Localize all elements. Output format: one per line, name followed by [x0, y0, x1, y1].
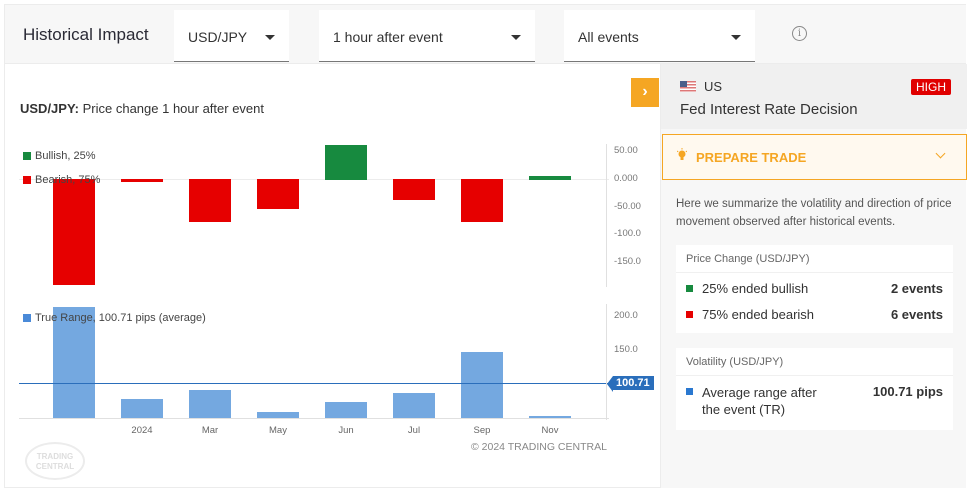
legend-bearish: Bearish, 75%	[23, 174, 100, 186]
range-bar[interactable]	[189, 390, 231, 418]
y-tick: -50.00	[614, 201, 641, 212]
lower-y-axis	[606, 304, 607, 420]
price-bar[interactable]	[121, 179, 163, 182]
card-title: Price Change (USD/JPY)	[676, 245, 953, 273]
price-bar[interactable]	[393, 179, 435, 200]
page-title: Historical Impact	[23, 25, 149, 44]
true-range-swatch	[686, 388, 693, 395]
chevron-down-icon	[935, 148, 946, 159]
event-header: US HIGH Fed Interest Rate Decision	[661, 64, 967, 129]
event-name: Fed Interest Rate Decision	[680, 101, 858, 118]
caret-down-icon	[265, 35, 275, 40]
range-bar[interactable]	[121, 399, 163, 418]
true-range-swatch	[23, 314, 31, 322]
price-change-card: Price Change (USD/JPY) 25% ended bullish…	[676, 245, 953, 333]
instrument-select[interactable]: USD/JPY	[174, 10, 289, 62]
x-tick: Sep	[473, 425, 491, 436]
y-tick: 50.00	[614, 145, 638, 156]
x-axis-line	[19, 418, 609, 419]
list-item: 25% ended bullish 2 events	[676, 275, 953, 301]
x-tick: Mar	[201, 425, 219, 436]
prepare-trade-toggle[interactable]: PREPARE TRADE	[662, 134, 967, 180]
chart-title: USD/JPY: Price change 1 hour after event	[20, 101, 265, 116]
event-sidebar: US HIGH Fed Interest Rate Decision PREPA…	[660, 64, 967, 488]
range-bar[interactable]	[53, 307, 95, 418]
y-tick: 200.0	[614, 310, 638, 321]
list-item: Average range after the event (TR) 100.71…	[676, 378, 953, 422]
y-tick: -150.0	[614, 256, 641, 267]
bullish-swatch	[23, 152, 31, 160]
price-bar[interactable]	[53, 179, 95, 285]
range-bar[interactable]	[529, 416, 571, 418]
x-tick: Jun	[338, 425, 354, 436]
bearish-swatch	[686, 311, 693, 318]
caret-down-icon	[511, 35, 521, 40]
range-bar[interactable]	[325, 402, 367, 418]
summary-text: Here we summarize the volatility and dir…	[676, 198, 952, 228]
lightbulb-icon	[677, 148, 687, 160]
average-range-line	[19, 383, 613, 384]
events-select[interactable]: All events	[564, 10, 755, 62]
y-tick: 150.0	[614, 344, 638, 355]
caret-down-icon	[731, 35, 741, 40]
range-bar[interactable]	[461, 352, 503, 418]
timeframe-select-value: 1 hour after event	[333, 29, 443, 45]
x-tick: Jul	[407, 425, 421, 436]
price-bar[interactable]	[529, 176, 571, 180]
legend-bullish: Bullish, 25%	[23, 150, 96, 162]
impact-badge: HIGH	[911, 79, 951, 95]
range-bar[interactable]	[257, 412, 299, 418]
zero-gridline	[19, 179, 609, 180]
range-bar[interactable]	[393, 393, 435, 418]
collapse-panel-button[interactable]: ›	[631, 78, 659, 107]
instrument-select-value: USD/JPY	[188, 29, 248, 45]
price-bar[interactable]	[325, 145, 367, 180]
x-tick: Nov	[541, 425, 559, 436]
upper-y-axis	[606, 144, 607, 287]
bullish-swatch	[686, 285, 693, 292]
list-item: 75% ended bearish 6 events	[676, 301, 953, 327]
info-icon[interactable]: i	[792, 26, 807, 41]
price-bar[interactable]	[257, 179, 299, 209]
copyright: © 2024 TRADING CENTRAL	[471, 441, 607, 453]
volatility-card: Volatility (USD/JPY) Average range after…	[676, 348, 953, 430]
x-tick: 2024	[131, 425, 153, 436]
average-range-tag: 100.71	[607, 376, 654, 392]
chart-area: USD/JPY: Price change 1 hour after event…	[5, 64, 660, 488]
events-select-value: All events	[578, 29, 639, 45]
y-tick: 0.000	[614, 173, 638, 184]
prepare-trade-label: PREPARE TRADE	[696, 150, 807, 165]
card-title: Volatility (USD/JPY)	[676, 348, 953, 376]
trading-central-watermark: TRADING CENTRAL	[25, 442, 85, 480]
legend-true-range: True Range, 100.71 pips (average)	[23, 312, 206, 324]
y-tick: -100.0	[614, 228, 641, 239]
x-tick: May	[269, 425, 287, 436]
us-flag-icon	[680, 81, 696, 92]
bearish-swatch	[23, 176, 31, 184]
timeframe-select[interactable]: 1 hour after event	[319, 10, 535, 62]
country-label: US	[704, 79, 723, 94]
price-bar[interactable]	[189, 179, 231, 222]
top-bar: Historical Impact USD/JPY 1 hour after e…	[5, 5, 966, 64]
price-bar[interactable]	[461, 179, 503, 222]
